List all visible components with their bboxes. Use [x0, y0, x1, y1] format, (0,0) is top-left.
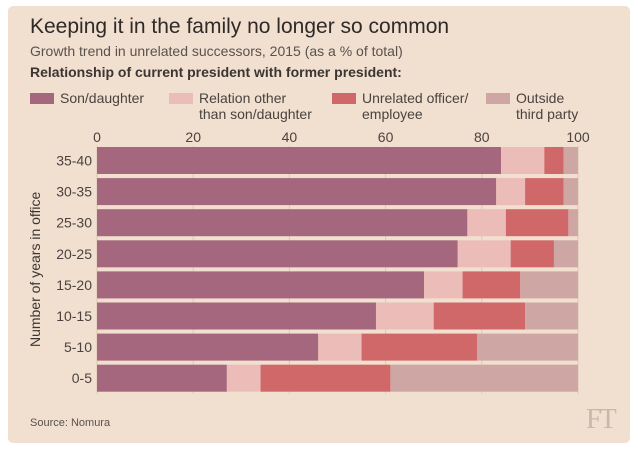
bar-25-30-son-daughter — [97, 209, 468, 237]
source-note: Source: Nomura — [30, 417, 111, 429]
bar-5-10-outside-third-party — [476, 333, 578, 361]
bar-25-30-outside-third-party — [568, 209, 578, 237]
x-tick-label: 60 — [378, 129, 394, 145]
stacked-bar-chart: 0 20 40 60 80 100 35-40 30-35 25-30 20-25 15-20 10… — [27, 129, 590, 394]
x-tick-label: 0 — [93, 129, 101, 145]
bar-5-10-unrelated-officer-employee — [361, 333, 477, 361]
category-label-20-25: 20-25 — [56, 246, 92, 262]
bar-0-5-son-daughter — [97, 364, 227, 392]
bar-20-25-unrelated-officer-employee — [510, 240, 554, 268]
x-tick-label: 40 — [282, 129, 298, 145]
bar-30-35-unrelated-officer-employee — [525, 178, 564, 206]
legend-swatch-other-relation — [169, 93, 193, 104]
bar-30-35-son-daughter — [97, 178, 497, 206]
category-labels: 35-40 30-35 25-30 20-25 15-20 10-15 5-10 0-5 — [56, 153, 92, 387]
legend-item-son-daughter: Son/daughter — [30, 90, 144, 106]
bar-30-35-relation-other-than-son-daughter — [496, 178, 526, 206]
bar-10-15-relation-other-than-son-daughter — [375, 302, 434, 330]
bar-15-20-outside-third-party — [520, 271, 578, 299]
bar-20-25-son-daughter — [97, 240, 458, 268]
category-label-15-20: 15-20 — [56, 277, 92, 293]
chart-card: Keeping it in the family no longer so co… — [8, 6, 630, 443]
x-tick-labels: 0 20 40 60 80 100 — [93, 129, 590, 145]
bar-20-25-outside-third-party — [553, 240, 578, 268]
bar-5-10-relation-other-than-son-daughter — [318, 333, 362, 361]
legend-swatch-outside-party — [486, 93, 510, 104]
chart-subtitle: Growth trend in unrelated successors, 20… — [30, 43, 403, 59]
category-label-25-30: 25-30 — [56, 215, 92, 231]
ft-logo: FT — [586, 404, 617, 435]
bar-15-20-unrelated-officer-employee — [462, 271, 521, 299]
legend-label-other-relation: Relation other than son/daughter — [199, 90, 312, 122]
bars — [97, 147, 578, 392]
category-label-5-10: 5-10 — [64, 339, 92, 355]
legend-label-outside-party: Outside third party — [516, 90, 579, 122]
x-tick-label: 100 — [566, 129, 590, 145]
bar-10-15-unrelated-officer-employee — [433, 302, 526, 330]
x-tick-label: 80 — [474, 129, 490, 145]
bar-0-5-relation-other-than-son-daughter — [226, 364, 261, 392]
bar-0-5-unrelated-officer-employee — [260, 364, 391, 392]
bar-25-30-unrelated-officer-employee — [505, 209, 569, 237]
category-label-30-35: 30-35 — [56, 184, 92, 200]
legend-item-outside-party: Outside third party — [486, 90, 578, 122]
bar-5-10-son-daughter — [97, 333, 319, 361]
category-label-10-15: 10-15 — [56, 308, 92, 324]
bar-25-30-relation-other-than-son-daughter — [467, 209, 506, 237]
legend-label-unrelated-employee: Unrelated officer/ employee — [362, 90, 469, 122]
legend-title: Relationship of current president with f… — [30, 64, 402, 80]
y-axis-title: Number of years in office — [27, 191, 43, 347]
bar-15-20-relation-other-than-son-daughter — [424, 271, 463, 299]
x-tick-label: 20 — [185, 129, 201, 145]
bar-35-40-unrelated-officer-employee — [544, 147, 564, 174]
bar-10-15-outside-third-party — [525, 302, 578, 330]
bar-35-40-relation-other-than-son-daughter — [501, 147, 545, 174]
legend-item-other-relation: Relation other than son/daughter — [169, 90, 312, 122]
legend-swatch-son-daughter — [30, 93, 54, 104]
category-label-35-40: 35-40 — [56, 153, 92, 169]
legend-item-unrelated-employee: Unrelated officer/ employee — [332, 90, 468, 122]
bar-30-35-outside-third-party — [563, 178, 578, 206]
bar-15-20-son-daughter — [97, 271, 425, 299]
legend-label-son-daughter: Son/daughter — [60, 90, 145, 106]
legend-swatch-unrelated-employee — [332, 93, 356, 104]
category-label-0-5: 0-5 — [72, 370, 92, 386]
chart-title: Keeping it in the family no longer so co… — [30, 15, 450, 38]
bar-0-5-outside-third-party — [390, 364, 578, 392]
bar-10-15-son-daughter — [97, 302, 376, 330]
bar-35-40-outside-third-party — [563, 147, 578, 174]
bar-35-40-son-daughter — [97, 147, 502, 174]
bar-20-25-relation-other-than-son-daughter — [457, 240, 511, 268]
